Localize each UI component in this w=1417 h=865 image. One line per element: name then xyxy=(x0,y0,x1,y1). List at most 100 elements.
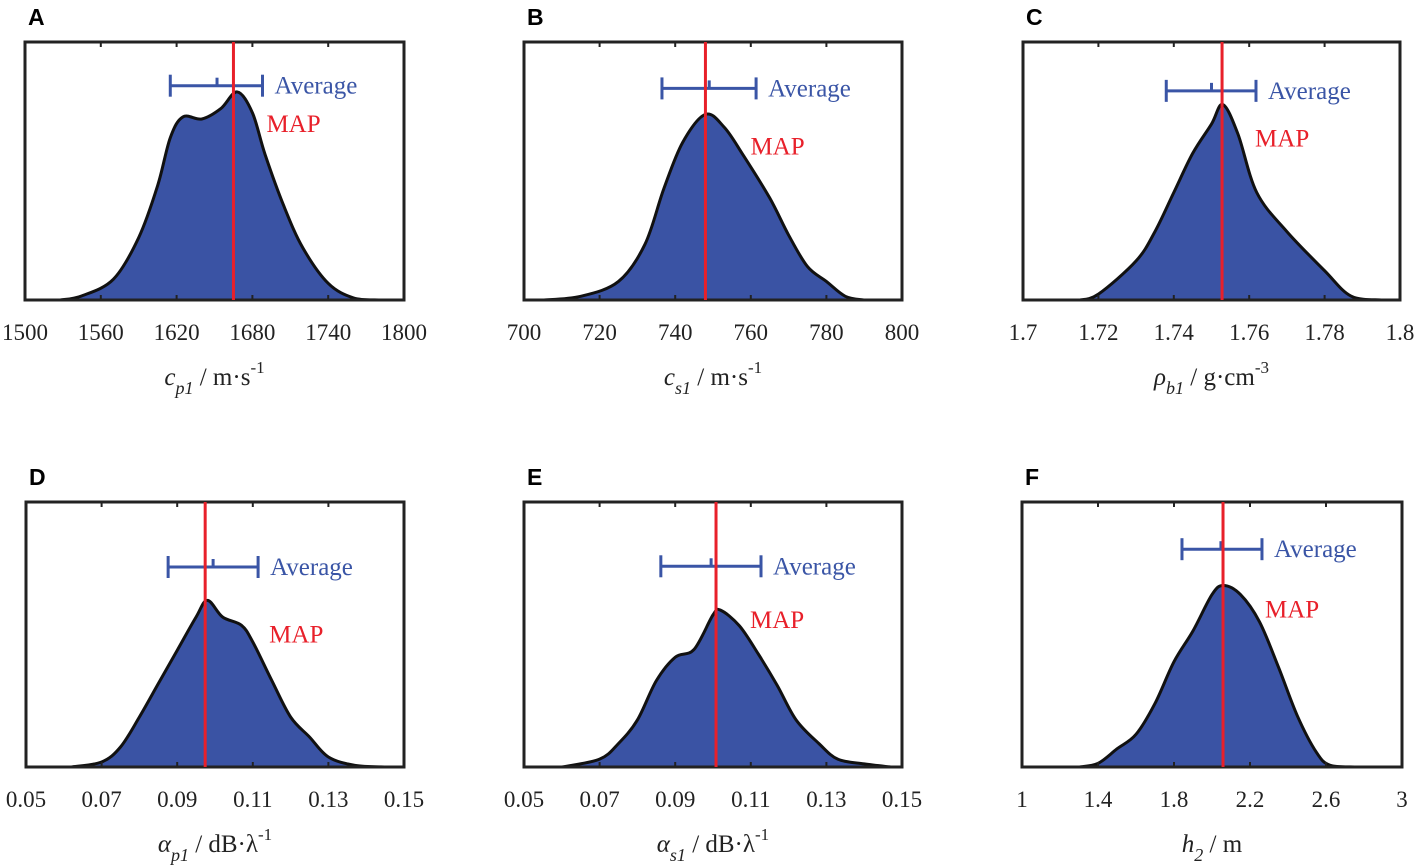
x-tick-label: 1 xyxy=(1016,787,1028,812)
average-errorbar xyxy=(660,77,758,100)
xlabel-subscript: b1 xyxy=(1166,378,1184,398)
axes-frame xyxy=(24,500,406,769)
xlabel-subscript: p1 xyxy=(169,845,189,865)
density-area xyxy=(1078,103,1383,302)
xlabel-subscript: 2 xyxy=(1194,845,1203,865)
axes-frame xyxy=(522,500,904,769)
xlabel-superscript: -3 xyxy=(1255,358,1269,377)
xlabel-symbol: α xyxy=(158,831,172,858)
x-tick-label: 0.13 xyxy=(308,787,348,812)
panel-label: F xyxy=(1025,464,1039,490)
xlabel-subscript: p1 xyxy=(173,378,193,398)
x-tick-label: 1500 xyxy=(2,320,48,345)
panel-b: B 700 720 740 760 780 800 cs1 / m·s-1 Average MAP xyxy=(507,4,920,398)
panel-label: B xyxy=(527,4,544,30)
average-label: Average xyxy=(1274,536,1357,563)
x-tick-label: 0.09 xyxy=(655,787,695,812)
x-tick-label: 2.2 xyxy=(1236,787,1265,812)
x-tick-label: 3 xyxy=(1396,787,1408,812)
xlabel-symbol: h xyxy=(1182,831,1195,858)
x-tick-label: 1560 xyxy=(78,320,124,345)
density-area xyxy=(1077,583,1356,769)
average-errorbar xyxy=(166,556,260,578)
map-label: MAP xyxy=(1265,596,1319,623)
x-tick-label: 1740 xyxy=(305,320,351,345)
xlabel-superscript: -1 xyxy=(755,825,769,844)
x-tick-label: 800 xyxy=(885,320,920,345)
average-errorbar xyxy=(1164,79,1258,102)
density-area xyxy=(541,112,866,302)
density-area xyxy=(560,607,893,769)
axes-frame xyxy=(1020,500,1404,769)
x-tick-label: 0.13 xyxy=(806,787,846,812)
x-axis-label: cp1 / m·s-1 xyxy=(164,358,264,398)
x-tick-label: 1.76 xyxy=(1229,320,1269,345)
x-tick-label: 1620 xyxy=(154,320,200,345)
average-errorbar xyxy=(168,74,265,97)
xlabel-subscript: s1 xyxy=(675,378,691,398)
x-tick-label: 760 xyxy=(734,320,769,345)
xlabel-unit: / m xyxy=(1203,831,1242,858)
panel-c: C 1.7 1.72 1.74 1.76 1.78 1.8 ρb1 / g·cm-3 Avera… xyxy=(1009,4,1415,398)
average-label: Average xyxy=(773,553,856,580)
axes-frame xyxy=(23,40,406,302)
xlabel-superscript: -1 xyxy=(258,825,272,844)
average-label: Average xyxy=(270,554,353,581)
map-label: MAP xyxy=(269,621,323,648)
x-tick-label: 700 xyxy=(507,320,542,345)
xlabel-unit: / m·s xyxy=(193,364,250,391)
average-label: Average xyxy=(275,73,358,100)
x-tick-label: 1.74 xyxy=(1154,320,1195,345)
x-tick-label: 1.8 xyxy=(1386,320,1415,345)
x-axis-label: αs1 / dB·λ-1 xyxy=(657,825,769,865)
x-tick-label: 0.07 xyxy=(81,787,121,812)
average-label: Average xyxy=(1268,78,1351,105)
panel-a: A 1500 1560 1620 1680 1740 1800 cp1 / m·s-1 Aver… xyxy=(2,4,427,398)
x-tick-label: 780 xyxy=(809,320,844,345)
x-tick-label: 0.11 xyxy=(233,787,272,812)
x-axis-label: cs1 / m·s-1 xyxy=(664,358,762,398)
x-tick-label: 0.07 xyxy=(579,787,619,812)
xlabel-subscript: s1 xyxy=(670,845,686,865)
axes-frame xyxy=(1021,40,1402,302)
x-tick-label: 1680 xyxy=(229,320,275,345)
xlabel-symbol: ρ xyxy=(1153,364,1166,391)
map-label: MAP xyxy=(750,133,804,160)
panel-f: F 1 1.4 1.8 2.2 2.6 3 h2 / m Average MAP xyxy=(1016,464,1408,865)
xlabel-superscript: -1 xyxy=(250,358,264,377)
x-tick-label: 0.05 xyxy=(504,787,544,812)
x-tick-label: 740 xyxy=(658,320,693,345)
xlabel-unit: / m·s xyxy=(691,364,748,391)
x-tick-label: 1.4 xyxy=(1084,787,1113,812)
panel-label: A xyxy=(28,4,45,30)
average-label: Average xyxy=(768,75,851,102)
x-tick-label: 1.8 xyxy=(1160,787,1189,812)
x-tick-label: 2.6 xyxy=(1312,787,1341,812)
x-tick-label: 1.78 xyxy=(1304,320,1344,345)
map-label: MAP xyxy=(750,607,804,634)
xlabel-symbol: c xyxy=(164,364,175,391)
density-area xyxy=(58,90,381,302)
x-axis-label: ρb1 / g·cm-3 xyxy=(1153,358,1269,398)
map-label: MAP xyxy=(1255,126,1309,153)
xlabel-unit: / dB·λ xyxy=(189,831,258,858)
xlabel-symbol: c xyxy=(664,364,675,391)
x-tick-label: 0.15 xyxy=(882,787,922,812)
x-tick-label: 0.09 xyxy=(157,787,197,812)
axes-frame xyxy=(522,40,904,302)
panel-d: D 0.05 0.07 0.09 0.11 0.13 0.15 αp1 / dB·λ-1 Ave… xyxy=(6,464,424,865)
x-axis-label: αp1 / dB·λ-1 xyxy=(158,825,272,865)
x-tick-label: 1.72 xyxy=(1078,320,1118,345)
xlabel-unit: / dB·λ xyxy=(686,831,755,858)
map-label: MAP xyxy=(266,111,320,138)
density-area xyxy=(69,598,387,769)
panel-label: D xyxy=(29,464,46,490)
x-tick-label: 0.15 xyxy=(384,787,424,812)
x-tick-label: 1800 xyxy=(381,320,427,345)
average-errorbar xyxy=(659,555,763,578)
xlabel-superscript: -1 xyxy=(748,358,762,377)
x-tick-label: 0.11 xyxy=(731,787,770,812)
x-axis-label: h2 / m xyxy=(1182,831,1243,865)
panel-label: C xyxy=(1026,4,1043,30)
